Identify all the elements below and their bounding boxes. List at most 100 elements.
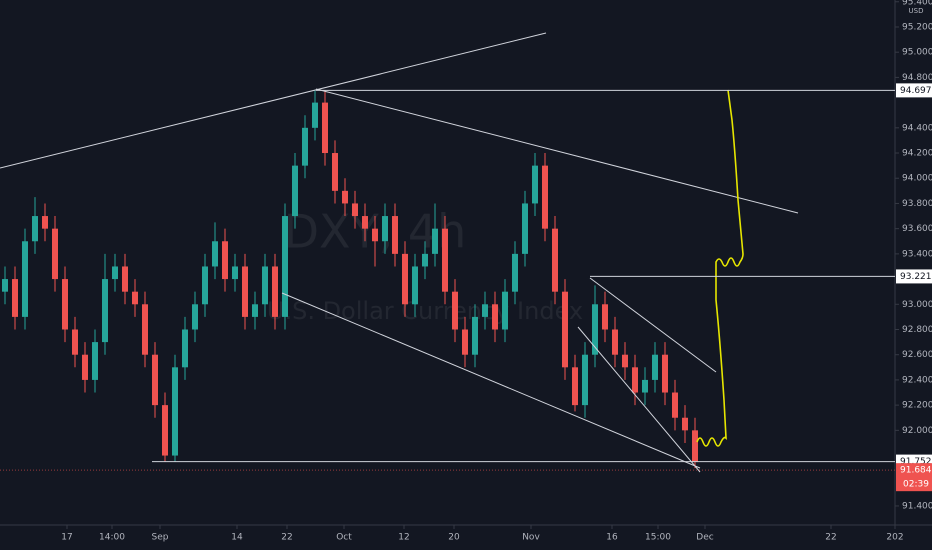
candle-body	[202, 266, 208, 305]
candle-body	[662, 354, 668, 393]
y-tick-label: 91.400	[902, 501, 932, 511]
y-tick-label: 95.000	[902, 48, 932, 58]
candle-body	[572, 367, 578, 406]
drawings	[0, 32, 799, 473]
candle-body	[492, 304, 498, 330]
candle-body	[332, 153, 338, 191]
candle-body	[562, 291, 568, 368]
candle-body	[142, 304, 148, 355]
candle-body	[302, 127, 308, 166]
candle-body	[532, 165, 538, 204]
candle-body	[92, 342, 98, 380]
candle-body	[522, 203, 528, 254]
candle-body	[102, 279, 108, 343]
candle-body	[402, 253, 408, 305]
candle-body	[442, 228, 448, 292]
y-tick-label: 95.400	[902, 0, 932, 7]
candle-body	[502, 291, 508, 330]
candle-body	[272, 266, 278, 317]
price-label: 93.221	[900, 272, 932, 282]
y-tick-label: 92.600	[902, 350, 932, 360]
plot	[2, 90, 698, 469]
candle-body	[452, 291, 458, 330]
candle-body	[292, 165, 298, 217]
candle-body	[192, 304, 198, 330]
price-label-box	[896, 269, 932, 284]
candle-body	[12, 279, 18, 317]
candle-body	[622, 354, 628, 368]
candle-body	[82, 354, 88, 380]
last-price-box	[896, 463, 932, 492]
candle-body	[222, 241, 228, 280]
candle-body	[642, 379, 648, 393]
x-tick-label: Oct	[336, 533, 352, 543]
candle-body	[282, 216, 288, 317]
candle-body	[542, 165, 548, 229]
candle-body	[2, 279, 8, 292]
candle-body	[362, 216, 368, 229]
trend-line	[281, 292, 701, 469]
candle-body	[182, 329, 188, 368]
x-tick-label: 16	[606, 533, 618, 543]
candle-body	[312, 102, 318, 128]
candle-body	[62, 279, 68, 330]
candle-body	[552, 228, 558, 292]
candle-body	[462, 329, 468, 355]
candle-body	[262, 266, 268, 305]
candle-body	[592, 304, 598, 355]
candle-body	[152, 354, 158, 406]
candle-body	[122, 266, 128, 292]
y-tick-label: 94.400	[902, 123, 932, 133]
x-tick-label: 14:00	[99, 533, 125, 543]
y-tick-label: 92.200	[902, 401, 932, 411]
trend-line	[0, 32, 547, 169]
trend-line	[589, 277, 717, 373]
candle-body	[72, 329, 78, 355]
candle-body	[602, 304, 608, 330]
candle-body	[242, 266, 248, 317]
y-tick-label: 92.400	[902, 375, 932, 385]
x-tick-label: 202	[886, 533, 903, 543]
candle-body	[612, 329, 618, 355]
candle-body	[682, 417, 688, 431]
price-label: 94.697	[900, 86, 932, 96]
y-tick-label: 93.000	[902, 300, 932, 310]
candle-body	[392, 216, 398, 254]
candle-body	[352, 203, 358, 217]
x-tick-label: 15:00	[645, 533, 671, 543]
candle-body	[372, 228, 378, 242]
candle-body	[422, 253, 428, 267]
trend-line	[577, 326, 701, 473]
candle-body	[172, 367, 178, 456]
y-tick-label: 94.800	[902, 73, 932, 83]
candle-body	[162, 405, 168, 456]
candle-body	[512, 253, 518, 292]
countdown-label: 02:39	[903, 480, 929, 490]
candle-body	[432, 228, 438, 254]
candle-body	[632, 367, 638, 393]
y-tick-label: 93.600	[902, 224, 932, 234]
candle-body	[132, 291, 138, 305]
x-tick-label: Sep	[152, 533, 169, 543]
price-label: 91.752	[900, 457, 932, 467]
candle-body	[32, 216, 38, 242]
x-tick-label: 14	[231, 533, 243, 543]
freehand-path	[696, 89, 744, 447]
x-tick-label: Dec	[696, 533, 713, 543]
y-tick-label: 95.200	[902, 22, 932, 32]
x-tick-label: 22	[825, 533, 836, 543]
candle-body	[42, 216, 48, 229]
y-tick-label: 92.000	[902, 426, 932, 436]
candle-body	[412, 266, 418, 305]
y-tick-label: 92.800	[902, 325, 932, 335]
candle-body	[342, 190, 348, 204]
y-tick-label: 94.200	[902, 149, 932, 159]
candle-body	[382, 216, 388, 242]
price-label-box	[896, 83, 932, 98]
candle-body	[252, 304, 258, 317]
candle-body	[652, 354, 658, 380]
x-tick-label: Nov	[522, 533, 540, 543]
candle-body	[582, 354, 588, 406]
